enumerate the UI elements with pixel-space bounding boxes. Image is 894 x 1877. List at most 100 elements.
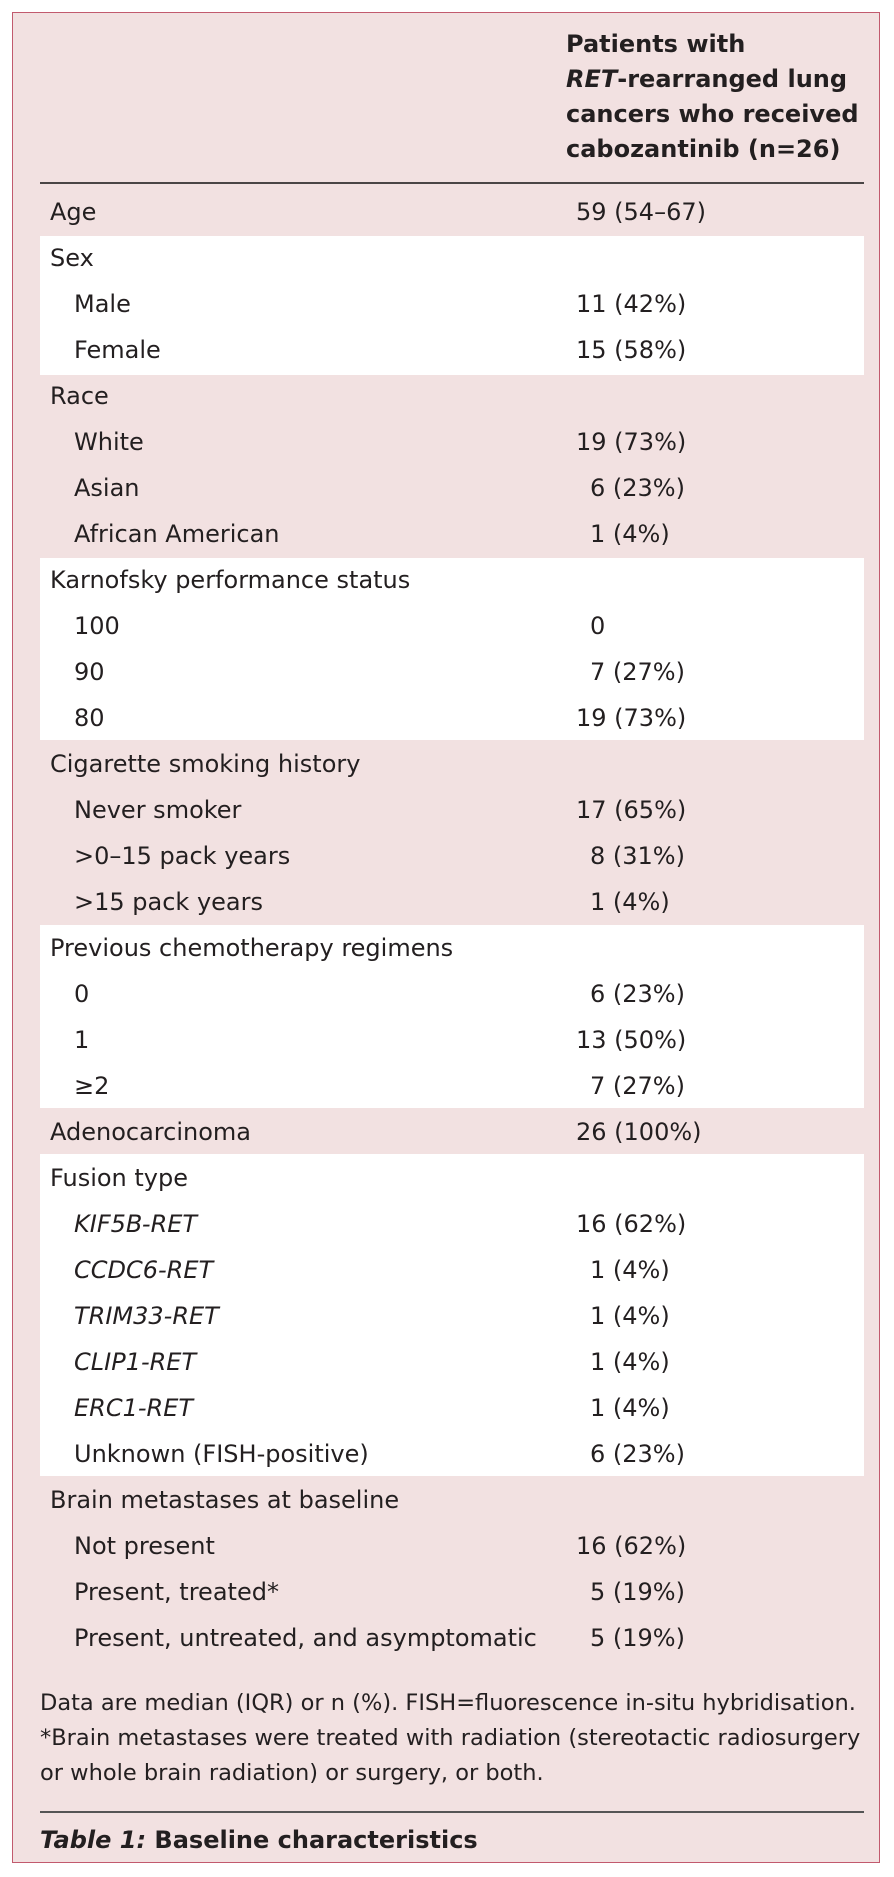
row-15-pack-years: >15 pack years 1 (4%) xyxy=(40,879,864,925)
row-african-american: African American 1 (4%) xyxy=(40,511,864,557)
row-value: 16 (62%) xyxy=(576,1532,687,1560)
row-label: Sex xyxy=(50,244,94,272)
row-label: African American xyxy=(74,520,280,548)
row-label: Male xyxy=(74,290,131,318)
row-kif5b-ret: KIF5B-RET 16 (62%) xyxy=(40,1201,864,1247)
row-not-present: Not present 16 (62%) xyxy=(40,1523,864,1569)
row-label: Female xyxy=(74,336,161,364)
row-value: 5 (19%) xyxy=(590,1578,685,1606)
row-value: 26 (100%) xyxy=(576,1118,702,1146)
row-label: 100 xyxy=(74,612,120,640)
row-label: CCDC6-RET xyxy=(74,1256,214,1284)
row-value: 15 (58%) xyxy=(576,336,687,364)
row-label: Present, treated* xyxy=(74,1578,279,1606)
row-label: >15 pack years xyxy=(74,888,263,916)
row-label: Previous chemotherapy regimens xyxy=(50,934,454,962)
row-kps-90: 90 7 (27%) xyxy=(40,649,864,695)
row-label: KIF5B-RET xyxy=(74,1210,198,1238)
row-0-15-pack-years: >0–15 pack years 8 (31%) xyxy=(40,833,864,879)
row-karnofsky: Karnofsky performance status xyxy=(40,557,864,603)
row-unknown-fish: Unknown (FISH-positive) 6 (23%) xyxy=(40,1431,864,1477)
row-value: 0 xyxy=(590,612,606,640)
row-chemo-0: 0 6 (23%) xyxy=(40,971,864,1017)
row-chemo-2-plus: ≥2 7 (27%) xyxy=(40,1063,864,1109)
row-white: White 19 (73%) xyxy=(40,419,864,465)
row-female: Female 15 (58%) xyxy=(40,327,864,373)
row-present-untreated: Present, untreated, and asymptomatic 5 (1… xyxy=(40,1615,864,1661)
row-value: 5 (19%) xyxy=(590,1624,685,1652)
row-label: White xyxy=(74,428,144,456)
band-chemotherapy xyxy=(40,925,864,1108)
row-trim33-ret: TRIM33-RET 1 (4%) xyxy=(40,1293,864,1339)
row-chemo-1: 1 13 (50%) xyxy=(40,1017,864,1063)
row-age: Age 59 (54–67) xyxy=(40,189,864,235)
row-label: Not present xyxy=(74,1532,215,1560)
table-caption-title: Baseline characteristics xyxy=(146,1826,478,1854)
row-value: 7 (27%) xyxy=(590,1072,685,1100)
row-label: >0–15 pack years xyxy=(74,842,291,870)
row-label: CLIP1-RET xyxy=(74,1348,197,1376)
row-value: 11 (42%) xyxy=(576,290,687,318)
row-label: 90 xyxy=(74,658,105,686)
row-label: ≥2 xyxy=(74,1072,110,1100)
row-label: Cigarette smoking history xyxy=(50,750,361,778)
row-chemotherapy: Previous chemotherapy regimens xyxy=(40,925,864,971)
row-label: 80 xyxy=(74,704,105,732)
row-ccdc6-ret: CCDC6-RET 1 (4%) xyxy=(40,1247,864,1293)
row-kps-80: 80 19 (73%) xyxy=(40,695,864,741)
table-caption-label: Table 1: xyxy=(40,1826,147,1854)
row-value: 1 (4%) xyxy=(590,1394,670,1422)
row-value: 1 (4%) xyxy=(590,1256,670,1284)
row-value: 19 (73%) xyxy=(576,704,687,732)
footnote-brain-metastases: *Brain metastases were treated with radi… xyxy=(40,1725,861,1786)
row-label: Adenocarcinoma xyxy=(50,1118,251,1146)
row-value: 59 (54–67) xyxy=(576,198,706,226)
row-sex: Sex xyxy=(40,235,864,281)
row-kps-100: 100 0 xyxy=(40,603,864,649)
table-caption: Table 1: Baseline characteristics xyxy=(40,1820,478,1860)
row-label: Never smoker xyxy=(74,796,242,824)
row-clip1-ret: CLIP1-RET 1 (4%) xyxy=(40,1339,864,1385)
row-value: 6 (23%) xyxy=(590,980,685,1008)
caption-rule xyxy=(40,1811,864,1813)
row-adenocarcinoma: Adenocarcinoma 26 (100%) xyxy=(40,1109,864,1155)
row-race: Race xyxy=(40,373,864,419)
column-header-rearranged: -rearranged lung xyxy=(617,65,848,93)
row-label: Present, untreated, and asymptomatic xyxy=(74,1624,537,1652)
row-asian: Asian 6 (23%) xyxy=(40,465,864,511)
row-erc1-ret: ERC1-RET 1 (4%) xyxy=(40,1385,864,1431)
column-header-line-2: RET-rearranged lung xyxy=(566,62,859,97)
row-value: 8 (31%) xyxy=(590,842,685,870)
row-value: 1 (4%) xyxy=(590,1302,670,1330)
band-karnofsky xyxy=(40,558,864,740)
row-value: 16 (62%) xyxy=(576,1210,687,1238)
row-label: 1 xyxy=(74,1026,90,1054)
band-sex xyxy=(40,236,864,375)
row-label: Age xyxy=(50,198,97,226)
row-brain-metastases: Brain metastases at baseline xyxy=(40,1477,864,1523)
row-male: Male 11 (42%) xyxy=(40,281,864,327)
column-header-line-1: Patients with xyxy=(566,30,746,58)
footnote-abbreviations: Data are median (IQR) or n (%). FISH=flu… xyxy=(40,1690,856,1716)
column-header-ret: RET xyxy=(566,65,618,93)
band-fusion xyxy=(40,1154,864,1476)
column-header-line-3: cancers who received xyxy=(566,100,859,128)
table-footnotes: Data are median (IQR) or n (%). FISH=flu… xyxy=(40,1686,870,1791)
column-header: Patients with RET-rearranged lung cancer… xyxy=(566,27,859,167)
row-value: 19 (73%) xyxy=(576,428,687,456)
row-value: 17 (65%) xyxy=(576,796,687,824)
row-label: 0 xyxy=(74,980,90,1008)
row-fusion-type: Fusion type xyxy=(40,1155,864,1201)
row-label: Race xyxy=(50,382,109,410)
row-label: Asian xyxy=(74,474,140,502)
header-rule xyxy=(40,182,864,184)
row-value: 6 (23%) xyxy=(590,1440,685,1468)
row-value: 6 (23%) xyxy=(590,474,685,502)
row-label: Fusion type xyxy=(50,1164,189,1192)
row-label: ERC1-RET xyxy=(74,1394,194,1422)
row-value: 1 (4%) xyxy=(590,1348,670,1376)
row-present-treated: Present, treated* 5 (19%) xyxy=(40,1569,864,1615)
row-value: 13 (50%) xyxy=(576,1026,687,1054)
row-label: TRIM33-RET xyxy=(74,1302,219,1330)
row-label: Karnofsky performance status xyxy=(50,566,411,594)
